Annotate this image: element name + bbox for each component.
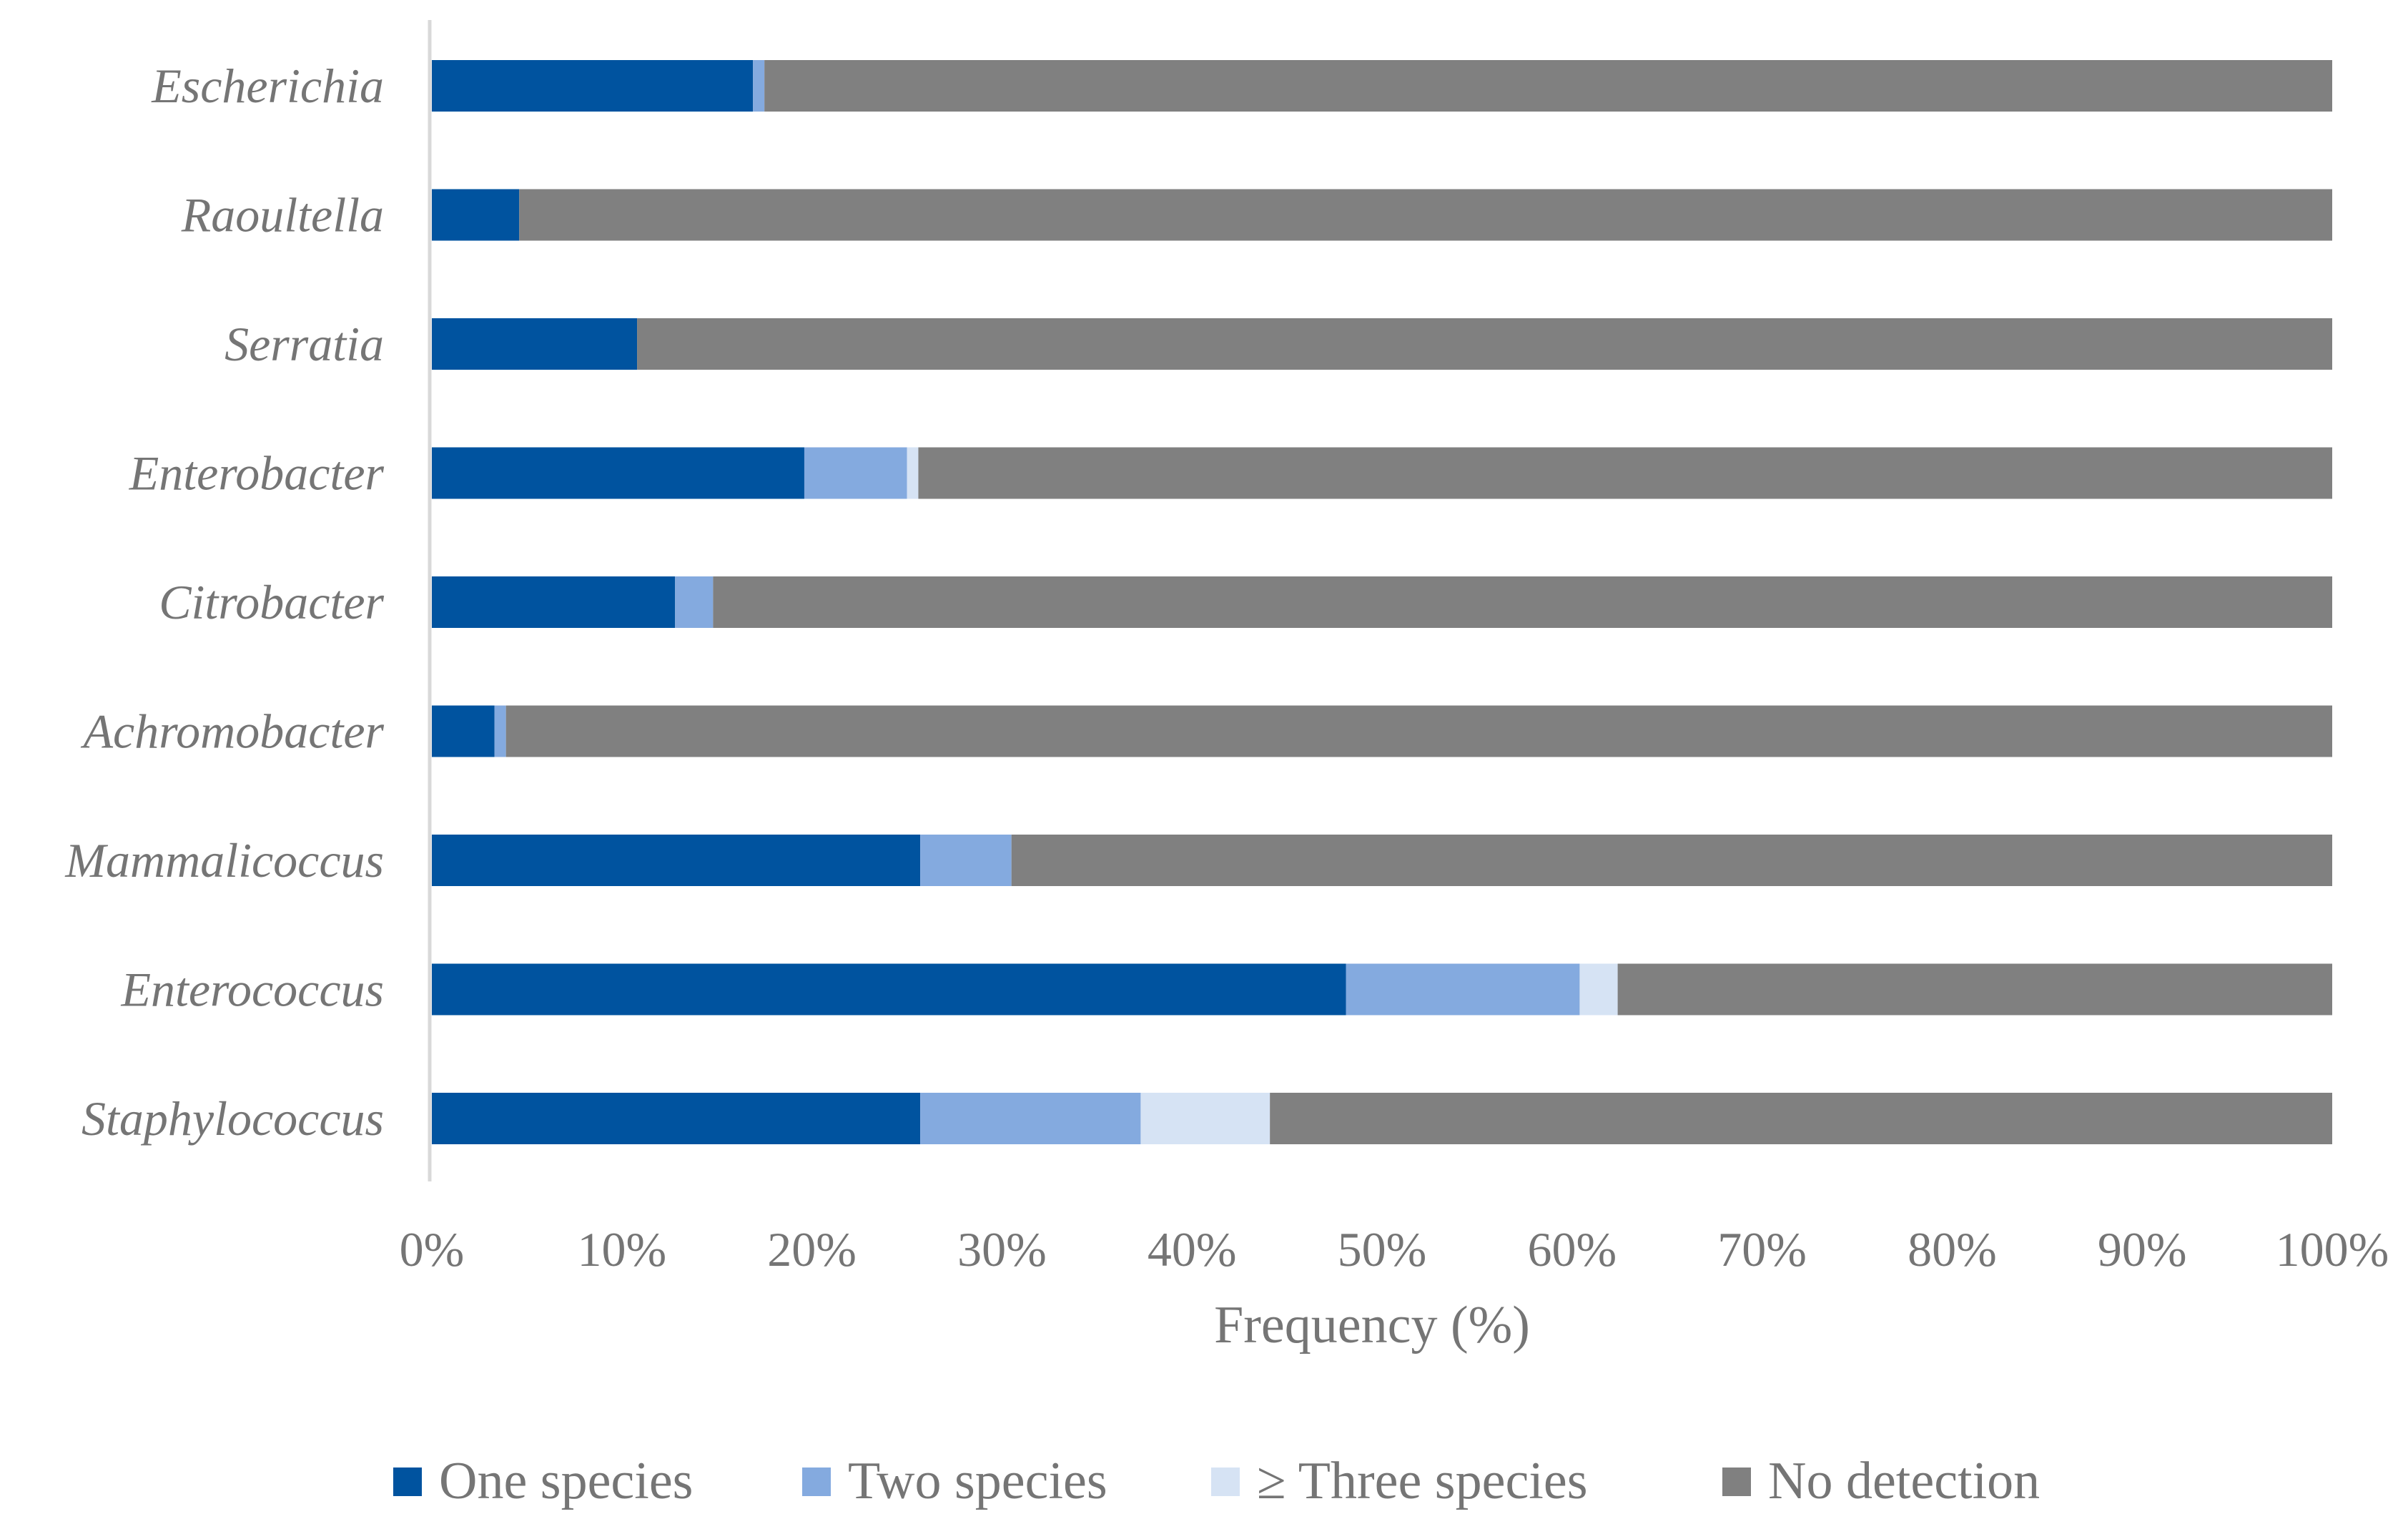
category-label: Serratia <box>224 317 384 371</box>
bar-segment <box>1270 1093 2332 1144</box>
bar-segment <box>920 835 1012 886</box>
category-label: Citrobacter <box>159 575 384 629</box>
category-labels: Escherichia Raoultella Serratia Enterobacte… <box>64 59 384 1146</box>
category-label: Achromobacter <box>81 704 385 759</box>
x-axis-title: Frequency (%) <box>1214 1296 1530 1355</box>
bar-segment <box>432 318 638 370</box>
legend-label: Two species <box>848 1452 1107 1510</box>
legend-swatch <box>393 1468 422 1496</box>
x-tick-label: 80% <box>1908 1222 1997 1277</box>
bar-segment <box>432 835 921 886</box>
bar-segment <box>494 705 506 757</box>
bar-segment <box>920 1093 1141 1144</box>
bar-segment <box>1011 835 2332 886</box>
bar-segment <box>713 576 2332 628</box>
category-label: Mammalicoccus <box>64 833 384 888</box>
bar-segment <box>764 60 2333 112</box>
legend-swatch <box>1211 1468 1240 1496</box>
bar-segment <box>1346 963 1580 1016</box>
category-label: Enterobacter <box>129 446 385 501</box>
legend-label: No detection <box>1768 1452 2040 1510</box>
bar-segment <box>1140 1093 1270 1144</box>
category-label: Enterococcus <box>120 963 384 1017</box>
legend: One species Two species ≥ Three species No … <box>393 1452 2040 1510</box>
x-tick-label: 100% <box>2276 1222 2389 1277</box>
x-tick-label: 30% <box>957 1222 1047 1277</box>
category-label: Raoultella <box>181 188 384 242</box>
bar-segment <box>432 1093 921 1144</box>
bar-segment <box>432 705 495 757</box>
category-label: Staphylococcus <box>82 1091 384 1146</box>
bars-group <box>432 60 2333 1144</box>
legend-label: One species <box>439 1452 693 1510</box>
x-tick-label: 20% <box>767 1222 857 1277</box>
x-tick-labels: 0% 10% 20% 30% 40% 50% 60% 70% 80% 90% 100% <box>400 1222 2389 1277</box>
x-tick-label: 40% <box>1148 1222 1237 1277</box>
bar-segment <box>907 447 919 499</box>
bar-segment <box>1579 963 1618 1016</box>
bar-segment <box>432 447 804 499</box>
bar-segment <box>505 705 2332 757</box>
bar-segment <box>675 576 714 628</box>
bar-segment <box>1617 963 2332 1016</box>
category-label: Escherichia <box>151 59 384 113</box>
x-tick-label: 90% <box>2098 1222 2187 1277</box>
legend-label: ≥ Three species <box>1257 1452 1588 1510</box>
bar-segment <box>432 576 676 628</box>
bar-segment <box>918 447 2332 499</box>
bar-segment <box>432 60 754 112</box>
legend-swatch <box>1722 1468 1751 1496</box>
x-tick-label: 0% <box>400 1222 465 1277</box>
bar-segment <box>637 318 2333 370</box>
legend-swatch <box>802 1468 831 1496</box>
bar-segment <box>753 60 765 112</box>
bar-segment <box>519 189 2332 241</box>
x-tick-label: 60% <box>1527 1222 1617 1277</box>
bar-segment <box>804 447 907 499</box>
bar-segment <box>432 963 1346 1016</box>
x-tick-label: 10% <box>577 1222 666 1277</box>
x-tick-label: 70% <box>1717 1222 1807 1277</box>
x-tick-label: 50% <box>1338 1222 1427 1277</box>
bar-segment <box>432 189 520 241</box>
